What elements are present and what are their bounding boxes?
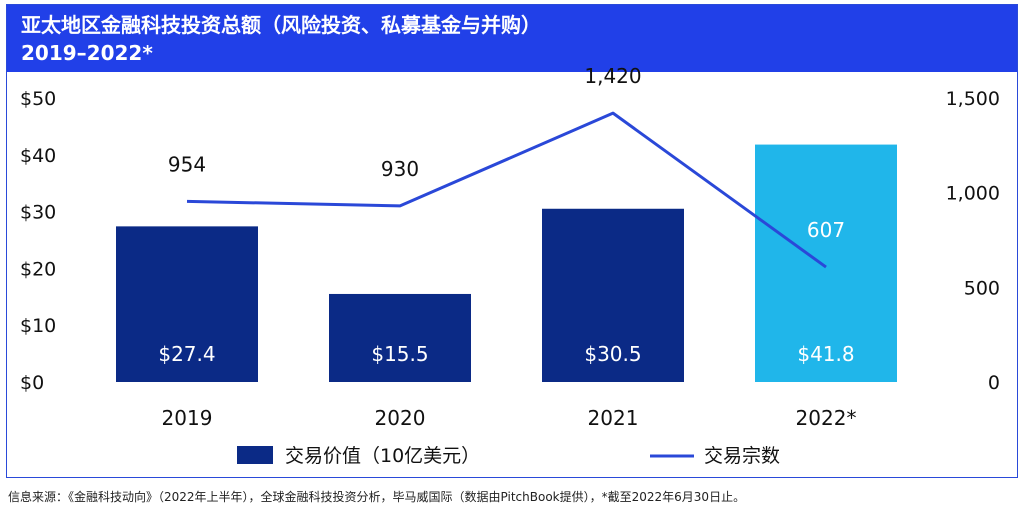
legend-bar-label: 交易价值（10亿美元） [285,445,480,467]
x-axis-tick-label: 2019 [162,406,213,430]
left-axis-tick-label: $50 [20,88,56,110]
right-axis-tick-label: 1,000 [946,183,1000,205]
chart-title: 亚太地区金融科技投资总额（风险投资、私募基金与并购） [21,13,541,37]
right-axis-tick-label: 0 [988,372,1000,394]
x-axis: 2019 2020 2021 2022* [162,406,857,430]
bar-2020 [329,293,471,382]
left-axis: $0 $10 $20 $30 $40 $50 [20,88,56,394]
right-axis-tick-label: 1,500 [946,88,1000,110]
bar-value-label: $27.4 [158,342,215,366]
left-axis-tick-label: $20 [20,258,56,280]
right-axis-tick-label: 500 [964,277,1000,299]
bar-value-label: $15.5 [371,342,428,366]
bar-2021 [542,208,684,382]
chart-subtitle: 2019–2022* [21,41,153,65]
chart-svg: $0 $10 $20 $30 $40 $50 0 500 1,000 1,500 $27.4 $1… [20,64,1000,467]
bar-value-label: $41.8 [797,342,854,366]
left-axis-tick-label: $0 [20,372,44,394]
bar-series: $27.4 $15.5 $30.5 $41.8 [116,144,897,382]
deal-count-line [186,111,827,269]
line-value-label: 954 [168,152,206,176]
bar-2019 [116,226,258,382]
line-series: 954 930 1,420 607 [168,64,845,269]
source-note: 信息来源：《金融科技动向》（2022年上半年），全球金融科技投资分析，毕马威国际… [8,490,746,504]
legend: 交易价值（10亿美元） 交易宗数 [237,445,780,467]
legend-bar-swatch [237,446,273,464]
line-value-label: 930 [381,157,419,181]
chart-header: 亚太地区金融科技投资总额（风险投资、私募基金与并购） 2019–2022* [7,5,1017,72]
line-value-label: 1,420 [584,64,641,88]
right-axis: 0 500 1,000 1,500 [946,88,1000,394]
left-axis-tick-label: $10 [20,315,56,337]
bar-2022 [755,144,897,382]
legend-line-label: 交易宗数 [704,445,780,467]
x-axis-tick-label: 2022* [796,406,857,430]
x-axis-tick-label: 2020 [375,406,426,430]
left-axis-tick-label: $40 [20,145,56,167]
bar-value-label: $30.5 [584,342,641,366]
left-axis-tick-label: $30 [20,202,56,224]
line-value-label: 607 [807,218,845,242]
x-axis-tick-label: 2021 [588,406,639,430]
